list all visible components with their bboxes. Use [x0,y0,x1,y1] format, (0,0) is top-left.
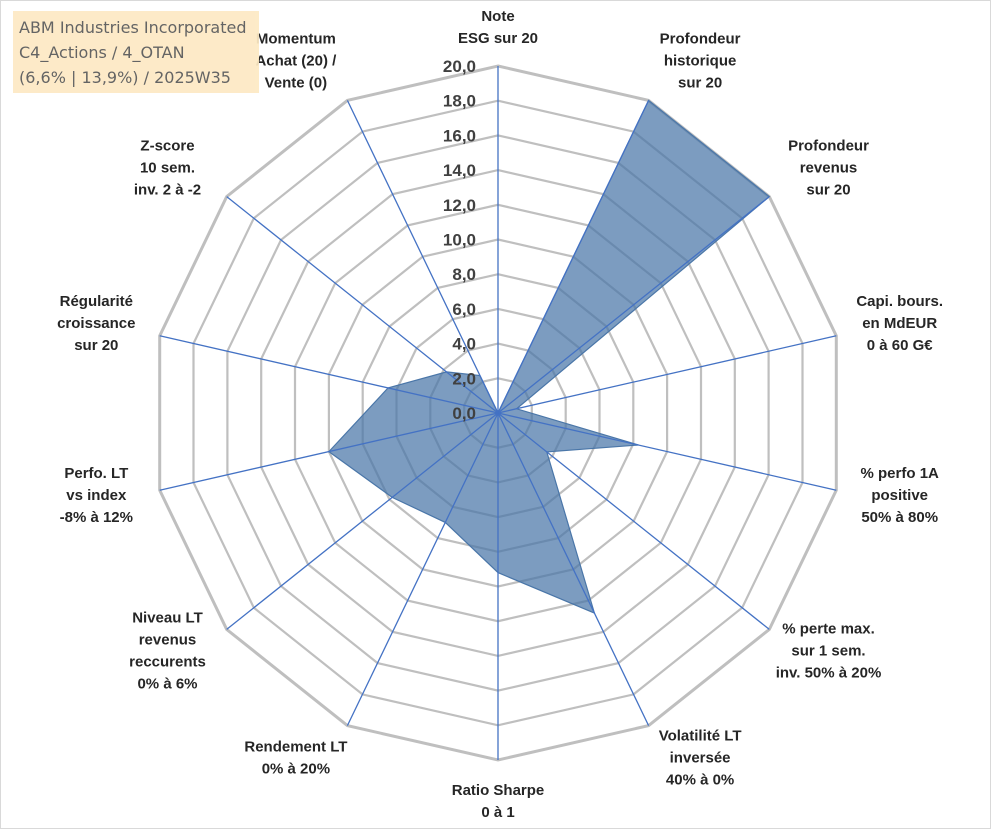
axis-label: % perfo 1A positive 50% à 80% [861,465,940,526]
axis-label-line: 0% à 6% [137,675,197,692]
axis-spoke [346,100,499,414]
axis-label: % perte max. sur 1 sem. inv. 50% à 20% [776,620,882,681]
axis-label-line: -8% à 12% [60,509,133,526]
axis-spoke [159,335,499,414]
axis-label-line: en MdEUR [862,315,937,332]
tick-label: 18,0 [443,92,476,111]
axis-spoke [346,412,499,726]
axis-label-line: revenus [800,160,858,177]
axis-label: Profondeur revenus sur 20 [788,138,869,199]
axis-spoke [159,412,499,491]
axis-label-line: positive [871,487,928,504]
axis-label-line: 0 à 60 G€ [867,337,934,354]
axis-label-line: % perfo 1A [861,465,940,482]
axis-label-line: Rendement LT [244,739,347,756]
tick-label: 14,0 [443,161,476,180]
tick-label: 0,0 [452,404,476,423]
axis-label-line: Perfo. LT [64,465,128,482]
tick-label: 6,0 [452,300,476,319]
axis-label-line: 0% à 20% [262,761,330,778]
axis-label: Z-score 10 sem. inv. 2 à -2 [134,138,201,199]
axis-label: Volatilité LT inversée 40% à 0% [659,728,742,789]
axis-label-line: Profondeur [660,30,741,47]
axis-label: Perfo. LT vs index -8% à 12% [60,465,133,526]
axis-label-line: inv. 50% à 20% [776,664,882,681]
axis-label-line: historique [664,52,737,69]
axis-label-line: 40% à 0% [666,772,734,789]
axis-label: Rendement LT 0% à 20% [244,739,347,778]
axis-spoke [226,196,499,414]
axis-spoke [497,412,650,726]
axis-label-line: inv. 2 à -2 [134,182,201,199]
axis-label: Note ESG sur 20 [458,8,538,47]
axis-label-line: % perte max. [782,620,875,637]
info-company: ABM Industries Incorporated [19,18,247,37]
data-series-area [327,99,771,615]
tick-label: 20,0 [443,57,476,76]
axis-label-line: Momentum [256,30,336,47]
axis-label: Momentum Achat (20) / Vente (0) [255,30,337,91]
axis-label-line: sur 20 [678,74,722,91]
info-box: ABM Industries Incorporated C4_Actions /… [13,11,259,93]
axis-label-line: 50% à 80% [861,509,938,526]
axis-label-line: Z-score [140,138,194,155]
axis-spoke [497,196,770,414]
tick-label: 4,0 [452,335,476,354]
axis-label: Profondeur historique sur 20 [660,30,741,91]
axis-spoke [497,412,770,630]
axis-label-line: ESG sur 20 [458,30,538,47]
tick-label: 12,0 [443,196,476,215]
axis-label-line: Régularité [60,293,133,310]
axis-label-line: reccurents [129,653,206,670]
info-category: C4_Actions / 4_OTAN [19,43,185,62]
axis-label-line: 0 à 1 [481,804,514,821]
axis-label-line: sur 1 sem. [791,642,865,659]
axis-label: Capi. bours. en MdEUR 0 à 60 G€ [856,293,943,354]
tick-label: 16,0 [443,126,476,145]
axis-label-line: Capi. bours. [856,293,943,310]
axis-label-line: Niveau LT [132,609,203,626]
axis-label-line: vs index [66,487,127,504]
axis-label-line: sur 20 [806,182,850,199]
axis-label-line: croissance [57,315,135,332]
axis-spoke [226,412,499,630]
axis-label-line: sur 20 [74,337,118,354]
axis-label: Ratio Sharpe 0 à 1 [452,782,545,821]
axis-label-line: 10 sem. [140,160,195,177]
axis-label-line: inversée [670,750,731,767]
info-stats: (6,6% | 13,9%) / 2025W35 [19,68,231,87]
axis-label-line: Vente (0) [265,74,328,91]
axis-label-line: Profondeur [788,138,869,155]
axis-spoke [497,335,837,414]
axis-label: Régularité croissance sur 20 [57,293,135,354]
tick-label: 8,0 [452,265,476,284]
axis-label-line: Note [481,8,514,25]
axis-label-line: Ratio Sharpe [452,782,545,799]
axis-label-line: Volatilité LT [659,728,742,745]
axis-spoke [497,412,837,491]
tick-label: 10,0 [443,231,476,250]
axis-label: Niveau LT revenus reccurents 0% à 6% [129,609,206,692]
axis-label-line: revenus [139,631,197,648]
axis-spoke [497,100,650,414]
axis-label-line: Achat (20) / [255,52,337,69]
tick-label: 2,0 [452,369,476,388]
